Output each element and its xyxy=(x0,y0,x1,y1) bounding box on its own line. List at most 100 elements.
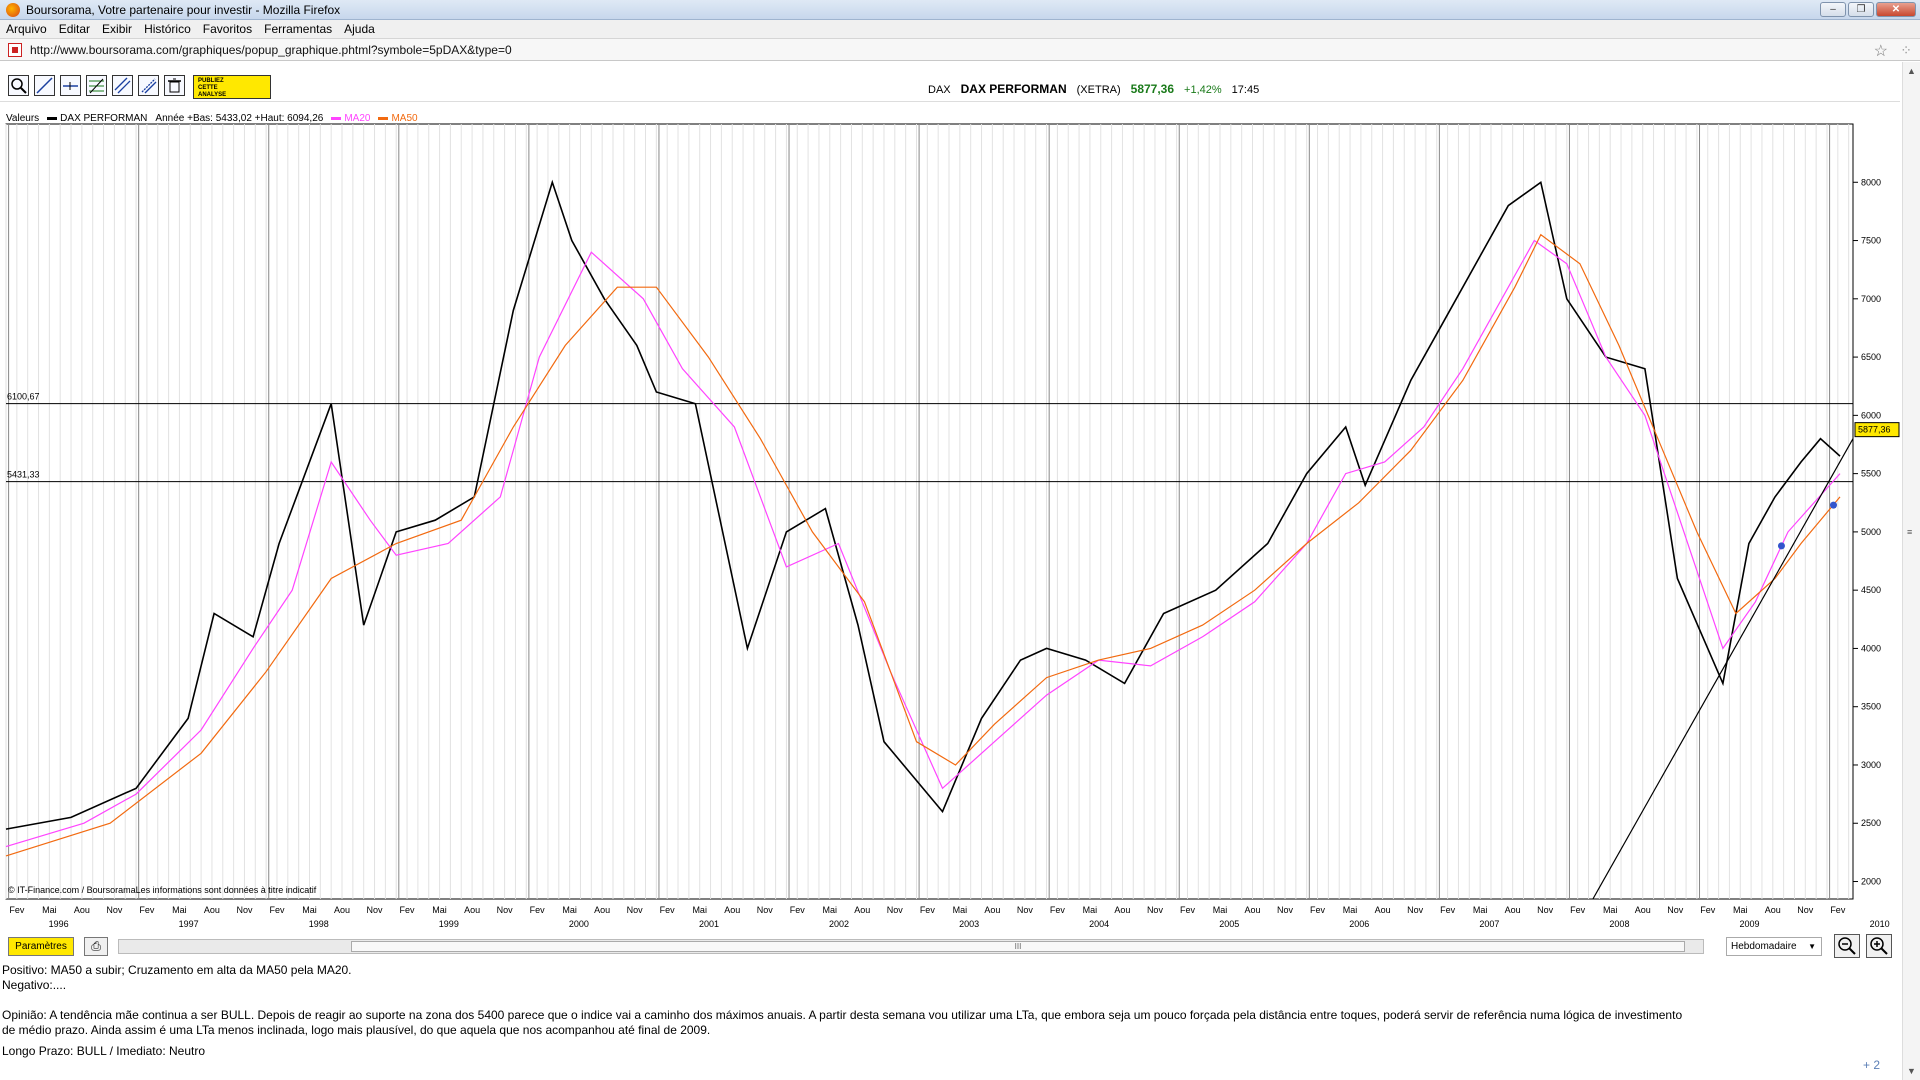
series-ma20 xyxy=(5,239,1841,848)
period-value: Hebdomadaire xyxy=(1731,941,1797,952)
y-tick-label: 5500 xyxy=(1861,469,1881,479)
y-tick-label: 5000 xyxy=(1861,527,1881,537)
series-ma50 xyxy=(5,233,1841,857)
x-tick-label: Mai xyxy=(562,905,577,915)
commentary: Positivo: MA50 a subir; Cruzamento em al… xyxy=(2,963,1862,1059)
quote-time: 17:45 xyxy=(1231,84,1260,96)
menu-arquivo[interactable]: Arquivo xyxy=(6,22,47,36)
publiez-label: PUBLIEZ CETTE ANALYSE xyxy=(198,78,227,98)
x-tick-label: Fev xyxy=(139,905,155,915)
year-label: 1999 xyxy=(439,919,459,929)
x-tick-label: Fev xyxy=(790,905,806,915)
x-tick-label: Fev xyxy=(1570,905,1586,915)
quote-name: DAX PERFORMAN xyxy=(960,82,1067,96)
x-tick-label: Aou xyxy=(1765,905,1781,915)
x-tick-label: Aou xyxy=(464,905,480,915)
x-tick-label: Fev xyxy=(269,905,285,915)
y-tick-label: 6500 xyxy=(1861,352,1881,362)
scrollbar-thumb[interactable]: III xyxy=(351,941,1685,952)
period-select[interactable]: Hebdomadaire ▼ xyxy=(1726,937,1822,956)
legend-ma20-label: MA20 xyxy=(344,113,371,124)
fibonacci-icon[interactable] xyxy=(86,75,107,96)
window-controls: – ❐ ✕ xyxy=(1820,2,1916,17)
year-label: 2003 xyxy=(959,919,979,929)
scroll-grip-icon[interactable]: ≡ xyxy=(1907,527,1913,537)
url-text[interactable]: http://www.boursorama.com/graphiques/pop… xyxy=(30,42,512,57)
x-tick-label: Mai xyxy=(823,905,838,915)
zoom-tool-icon[interactable] xyxy=(8,75,29,96)
vertical-scrollbar[interactable]: ▲ ≡ ▼ xyxy=(1902,62,1920,1080)
legend-ma20: MA20 xyxy=(331,113,370,124)
print-icon[interactable]: ⎙ xyxy=(84,937,108,956)
firefox-icon xyxy=(6,2,20,17)
x-tick-label: Mai xyxy=(172,905,187,915)
menu-bar: Arquivo Editar Exibir Histórico Favorito… xyxy=(0,20,1920,39)
plus-counter[interactable]: + 2 xyxy=(1862,1058,1880,1072)
publiez-analyse-button[interactable]: PUBLIEZ CETTE ANALYSE xyxy=(193,75,271,99)
price-chart[interactable]: Fev Mai Aou Nov Fev Mai Aou Nov Fev Mai Aou Nov Fev M… xyxy=(0,122,1900,934)
legend-label: Valeurs xyxy=(6,113,40,124)
x-tick-label: Fev xyxy=(1700,905,1716,915)
trash-icon[interactable] xyxy=(164,75,185,96)
zoom-in-icon[interactable] xyxy=(1866,934,1892,958)
y-tick-label: 6000 xyxy=(1861,410,1881,420)
parallel-lines-icon[interactable] xyxy=(138,75,159,96)
zoom-out-icon[interactable] xyxy=(1834,934,1860,958)
x-tick-label: Nov xyxy=(1147,905,1164,915)
year-label: 1998 xyxy=(309,919,329,929)
x-tick-label: Aou xyxy=(1505,905,1521,915)
y-tick-label: 3500 xyxy=(1861,702,1881,712)
source-note: © IT-Finance.com / BoursoramaLes informa… xyxy=(8,885,317,895)
x-tick-label: Fev xyxy=(1050,905,1066,915)
x-tick-label: Aou xyxy=(984,905,1000,915)
quote-header: DAX DAX PERFORMAN (XETRA) 5877,36 +1,42%… xyxy=(928,82,1259,96)
trendline-icon[interactable] xyxy=(34,75,55,96)
last-price-label: 5877,36 xyxy=(1858,425,1891,435)
chart-legend: Valeurs DAX PERFORMAN Année +Bas: 5433,0… xyxy=(6,113,418,124)
commentary-opinion-cont: de médio prazo. Ainda assim é uma LTa me… xyxy=(2,1023,711,1037)
series-trendline xyxy=(1592,438,1854,900)
menu-editar[interactable]: Editar xyxy=(58,22,91,36)
menu-historico[interactable]: Histórico xyxy=(144,22,191,36)
window-titlebar: Boursorama, Votre partenaire pour invest… xyxy=(0,0,1920,20)
x-tick-label: Nov xyxy=(1407,905,1424,915)
horizontal-line-icon[interactable] xyxy=(60,75,81,96)
horizontal-scrollbar[interactable]: III xyxy=(118,939,1704,954)
x-tick-label: Fev xyxy=(9,905,25,915)
params-button[interactable]: Paramètres xyxy=(8,937,74,956)
scroll-up-icon[interactable]: ▲ xyxy=(1907,66,1916,76)
x-tick-label: Mai xyxy=(953,905,968,915)
legend-series-name: DAX PERFORMAN xyxy=(60,113,148,124)
x-tick-label: Nov xyxy=(106,905,123,915)
x-tick-label: Nov xyxy=(236,905,253,915)
x-tick-label: Aou xyxy=(74,905,90,915)
year-label: 2001 xyxy=(699,919,719,929)
chart-controls: Paramètres ⎙ III Hebdomadaire ▼ xyxy=(0,934,1900,959)
restore-button[interactable]: ❐ xyxy=(1848,2,1874,17)
minimize-button[interactable]: – xyxy=(1820,2,1846,17)
x-tick-label: Mai xyxy=(1213,905,1228,915)
x-tick-label: Aou xyxy=(594,905,610,915)
menu-favoritos[interactable]: Favoritos xyxy=(202,22,253,36)
menu-ferramentas[interactable]: Ferramentas xyxy=(264,22,333,36)
x-tick-label: Aou xyxy=(724,905,740,915)
x-tick-label: Mai xyxy=(1343,905,1358,915)
scroll-down-icon[interactable]: ▼ xyxy=(1907,1066,1916,1076)
legend-ma50-label: MA50 xyxy=(391,113,418,124)
x-tick-label: Nov xyxy=(757,905,774,915)
bookmark-star-icon[interactable]: ☆ xyxy=(1873,43,1888,60)
menu-exibir[interactable]: Exibir xyxy=(102,22,133,36)
x-tick-label: Mai xyxy=(1733,905,1748,915)
channel-icon[interactable] xyxy=(112,75,133,96)
address-bar[interactable]: http://www.boursorama.com/graphiques/pop… xyxy=(0,39,1920,61)
year-label: 2005 xyxy=(1219,919,1239,929)
x-tick-label: Fev xyxy=(400,905,416,915)
x-tick-label: Fev xyxy=(1310,905,1326,915)
close-button[interactable]: ✕ xyxy=(1876,2,1916,17)
menu-ajuda[interactable]: Ajuda xyxy=(344,22,375,36)
x-tick-label: Nov xyxy=(887,905,904,915)
year-label: 2010 xyxy=(1870,919,1890,929)
year-label: 1996 xyxy=(49,919,69,929)
x-tick-label: Mai xyxy=(1083,905,1098,915)
loading-icon: ⁘ xyxy=(1900,42,1912,58)
